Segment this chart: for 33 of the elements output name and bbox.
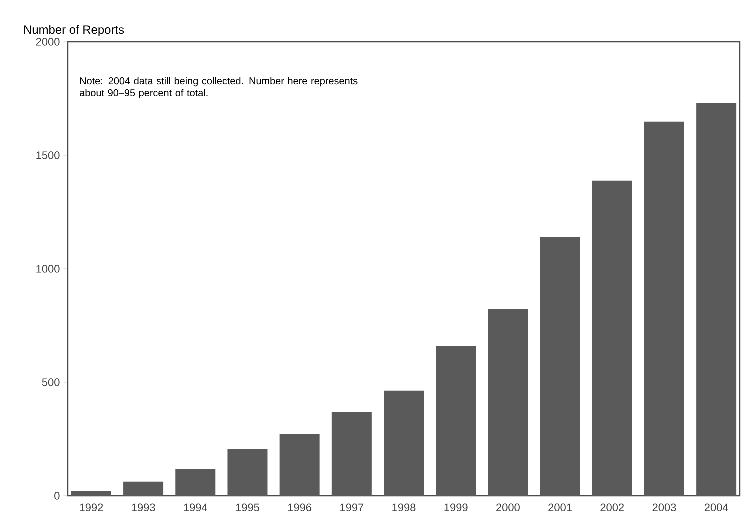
bar	[592, 180, 632, 496]
bar	[384, 390, 424, 496]
y-tick-label: 500	[42, 378, 60, 386]
bar	[436, 346, 476, 496]
y-tick-label: 0	[54, 492, 60, 500]
bar	[124, 482, 164, 496]
y-axis-title: Number of Reports	[24, 25, 124, 36]
bar	[540, 236, 580, 496]
x-tick-label: 1995	[236, 504, 260, 512]
x-tick-label: 1997	[340, 504, 364, 512]
bar	[644, 122, 684, 496]
x-tick-label: 2001	[548, 504, 572, 512]
x-tick-label: 2000	[496, 504, 520, 512]
x-tick-label: 1993	[132, 504, 156, 512]
y-tick-label: 2000	[36, 38, 60, 46]
x-tick-label: 1999	[444, 504, 468, 512]
bar	[280, 434, 320, 496]
y-tick-label: 1500	[36, 152, 60, 160]
x-tick-label: 1998	[392, 504, 416, 512]
x-tick-label: 1992	[80, 504, 104, 512]
bar	[488, 308, 528, 496]
x-tick-label: 2002	[600, 504, 624, 512]
bar	[696, 103, 737, 496]
y-tick-label: 1000	[36, 265, 60, 273]
bar	[176, 468, 216, 496]
x-tick-label: 2004	[704, 504, 728, 512]
bar	[332, 412, 372, 496]
x-tick-label: 1996	[288, 504, 312, 512]
x-tick-label: 2003	[652, 504, 676, 512]
bar	[71, 490, 112, 496]
bar	[228, 448, 268, 496]
annotation: Note: 2004 data still being collected. Number here represents about 90–95 percent of total.	[80, 77, 358, 99]
x-tick-label: 1994	[184, 504, 208, 512]
